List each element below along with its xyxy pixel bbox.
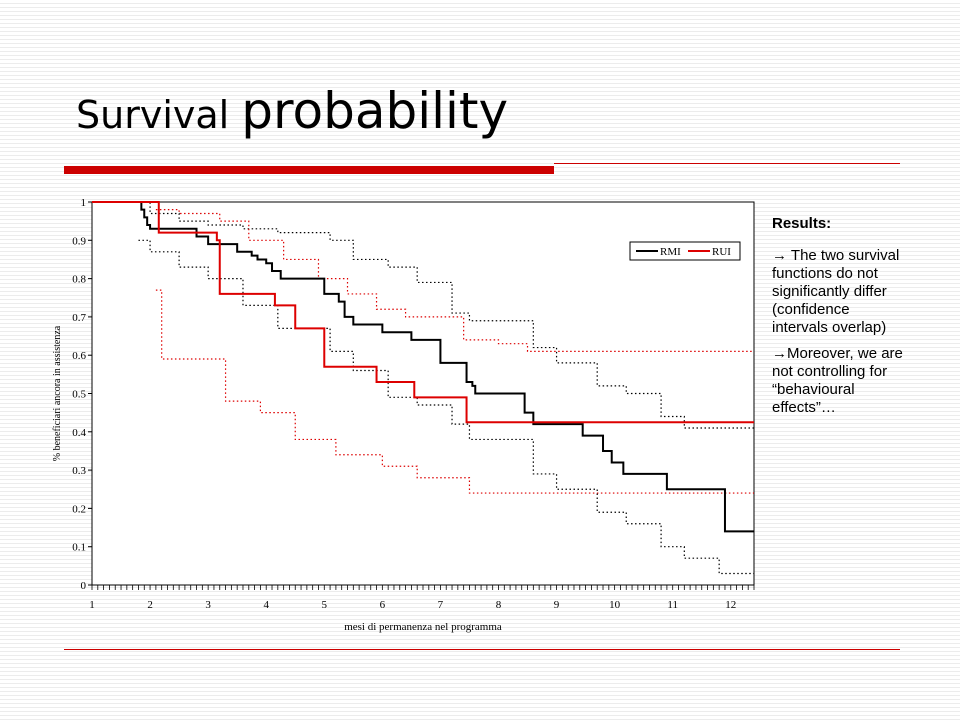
legend-label: RMI <box>660 246 681 258</box>
x-tick-label: 9 <box>554 599 560 611</box>
title-underline-bar <box>64 166 554 174</box>
slide-title: Survival probability <box>76 86 508 136</box>
series-line-rmi <box>92 201 754 533</box>
confidence-interval-line <box>138 239 754 575</box>
x-tick-label: 2 <box>147 599 153 611</box>
results-notes: Results: → The two survival functions do… <box>772 215 904 425</box>
note-item: → The two survival functions do not sign… <box>772 247 904 337</box>
x-tick-label: 7 <box>438 599 444 611</box>
y-tick-label: 1 <box>81 197 87 209</box>
divider-line <box>64 649 900 650</box>
x-tick-label: 1 <box>89 599 95 611</box>
divider-line <box>554 163 900 164</box>
legend-label: RUI <box>712 246 731 258</box>
y-tick-label: 0.9 <box>72 235 86 247</box>
note-text: The two survival functions do not signif… <box>772 247 900 336</box>
x-tick-label: 5 <box>322 599 328 611</box>
series-line-rui <box>92 201 754 424</box>
note-text: Moreover, we are not controlling for “be… <box>772 345 903 416</box>
confidence-interval-line <box>155 209 754 352</box>
y-tick-label: 0 <box>81 580 87 592</box>
y-tick-label: 0.7 <box>72 312 86 324</box>
x-tick-label: 6 <box>380 599 386 611</box>
confidence-interval-line <box>155 289 754 494</box>
arrow-icon: → <box>772 345 787 362</box>
slide-title-part: probability <box>241 82 509 140</box>
x-tick-label: 8 <box>496 599 502 611</box>
confidence-interval-line <box>138 201 754 429</box>
x-tick-label: 11 <box>667 599 678 611</box>
x-tick-label: 3 <box>205 599 211 611</box>
x-axis-label: mesi di permanenza nel programma <box>344 621 502 633</box>
y-tick-label: 0.3 <box>72 465 86 477</box>
y-tick-label: 0.4 <box>72 427 86 439</box>
arrow-icon: → <box>772 247 787 264</box>
x-tick-label: 12 <box>725 599 736 611</box>
y-tick-label: 0.6 <box>72 350 86 362</box>
slide-title-part: Surviva <box>76 93 219 137</box>
legend-box <box>629 241 741 261</box>
note-item: →Moreover, we are not controlling for “b… <box>772 345 904 417</box>
y-tick-label: 0.2 <box>72 503 86 515</box>
slide-title-part: l <box>218 93 242 137</box>
y-tick-label: 0.1 <box>72 542 86 554</box>
y-axis-label: % beneficiari ancora in assistenza <box>52 325 63 461</box>
notes-heading: Results: <box>772 215 832 232</box>
y-tick-label: 0.5 <box>72 389 86 401</box>
x-tick-label: 4 <box>263 599 269 611</box>
x-tick-label: 10 <box>609 599 621 611</box>
y-tick-label: 0.8 <box>72 274 86 286</box>
